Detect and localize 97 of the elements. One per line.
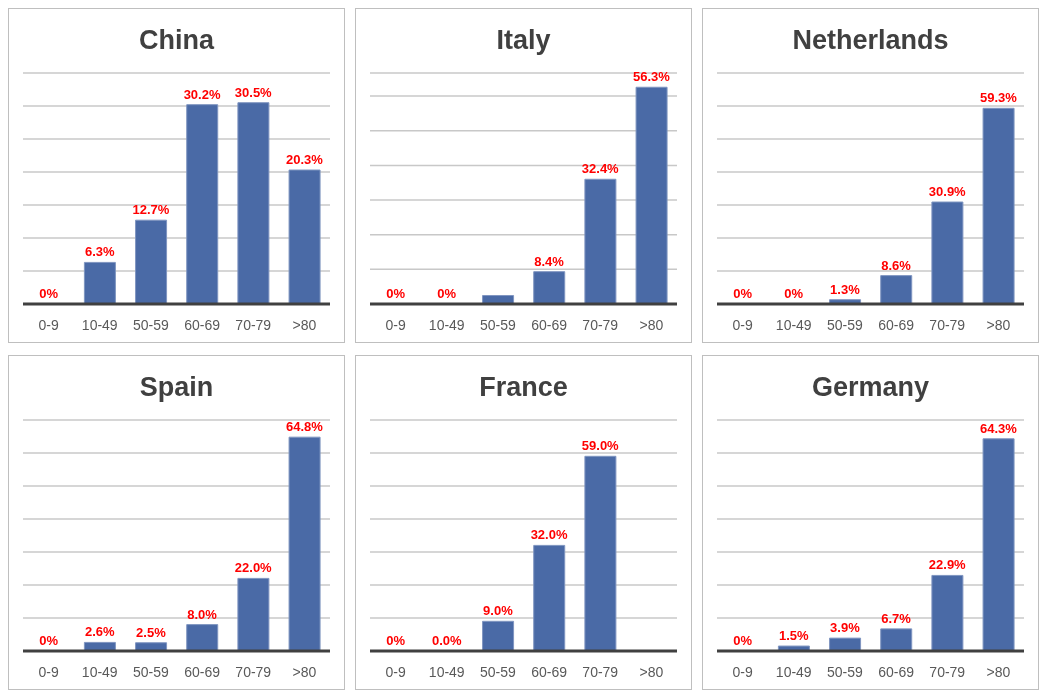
- data-label: 8.0%: [187, 606, 218, 622]
- data-label: 12.7%: [132, 202, 170, 218]
- x-tick-label: 70-79: [929, 663, 966, 680]
- data-label: 30.5%: [234, 84, 273, 100]
- data-label: 59.3%: [979, 90, 1018, 106]
- x-tick-label: 60-69: [184, 663, 221, 680]
- bar: [635, 86, 668, 304]
- data-label: 56.3%: [632, 69, 671, 85]
- x-tick-label: >80: [639, 663, 664, 680]
- x-tick-label: 10-49: [428, 316, 465, 333]
- x-tick-label: 70-79: [929, 316, 966, 333]
- data-label: 0%: [386, 633, 406, 648]
- data-label: 20.3%: [285, 152, 324, 168]
- bar: [237, 577, 270, 651]
- x-tick-label: 0-9: [732, 663, 753, 680]
- x-tick-label: 0-9: [385, 316, 406, 333]
- data-label: 8.4%: [534, 253, 565, 269]
- x-tick-label: 60-69: [878, 316, 915, 333]
- data-label: 64.3%: [979, 420, 1018, 436]
- x-tick-label: 50-59: [480, 663, 517, 680]
- x-tick-label: 10-49: [775, 316, 812, 333]
- bar: [482, 295, 515, 304]
- bar: [135, 642, 168, 651]
- bar: [288, 436, 321, 651]
- data-label: 2.5%: [136, 624, 167, 640]
- x-tick-label: >80: [986, 316, 1011, 333]
- x-tick-label: >80: [986, 663, 1011, 680]
- data-label: 64.8%: [285, 419, 324, 435]
- bar: [533, 271, 566, 304]
- data-label: 1.5%: [778, 628, 809, 644]
- data-label: 1.3%: [830, 281, 861, 297]
- x-tick-label: >80: [292, 316, 317, 333]
- data-label: 0%: [437, 286, 457, 301]
- data-label: 6.3%: [84, 244, 115, 260]
- x-tick-label: >80: [292, 663, 317, 680]
- x-tick-label: 10-49: [428, 663, 465, 680]
- x-tick-label: 70-79: [582, 316, 619, 333]
- x-tick-label: 70-79: [235, 663, 272, 680]
- bar: [584, 178, 617, 304]
- x-tick-label: 60-69: [184, 316, 221, 333]
- x-tick-label: 0-9: [732, 316, 753, 333]
- chart-title: Germany: [810, 372, 931, 404]
- bar: [931, 201, 964, 304]
- bar: [237, 102, 270, 304]
- x-tick-label: 10-49: [81, 663, 118, 680]
- bar: [931, 574, 964, 651]
- x-tick-label: 0-9: [385, 663, 406, 680]
- bar: [982, 107, 1015, 304]
- data-label: 8.6%: [881, 257, 912, 273]
- data-label: 0%: [784, 286, 804, 301]
- data-label: 0%: [733, 286, 753, 301]
- x-tick-label: 0-9: [38, 663, 59, 680]
- bar: [83, 261, 116, 304]
- data-label: 0%: [39, 633, 59, 648]
- data-label: 59.0%: [581, 438, 620, 454]
- data-label: 0%: [386, 286, 406, 301]
- data-label: 30.2%: [183, 86, 221, 102]
- data-label: 0%: [39, 286, 59, 301]
- x-tick-label: 70-79: [235, 316, 272, 333]
- x-tick-label: 60-69: [878, 663, 915, 680]
- chart-title: Netherlands: [791, 25, 950, 57]
- x-tick-label: >80: [639, 316, 664, 333]
- bar: [288, 169, 321, 304]
- chart-title: China: [138, 25, 216, 57]
- x-tick-label: 70-79: [582, 663, 619, 680]
- x-tick-label: 50-59: [827, 663, 864, 680]
- data-label: 2.6%: [84, 624, 115, 640]
- data-label: 32.4%: [581, 161, 620, 177]
- x-tick-label: 10-49: [81, 316, 118, 333]
- data-label: 0%: [733, 633, 753, 648]
- chart-title: Spain: [138, 372, 215, 404]
- x-tick-label: 50-59: [133, 663, 170, 680]
- data-label: 6.7%: [881, 610, 912, 626]
- data-label: 22.9%: [928, 557, 967, 573]
- data-label: 0.0%: [431, 633, 462, 648]
- chart-title: Italy: [495, 25, 552, 57]
- bar: [982, 438, 1015, 651]
- x-tick-label: 60-69: [531, 663, 568, 680]
- data-label: 22.0%: [234, 560, 273, 576]
- x-tick-label: 60-69: [531, 316, 568, 333]
- chart-title: France: [478, 372, 569, 404]
- data-label: 9.0%: [483, 603, 514, 619]
- bar: [135, 219, 168, 304]
- bar: [777, 645, 810, 651]
- data-label: 3.9%: [830, 620, 861, 636]
- data-label: 32.0%: [530, 527, 568, 543]
- bar: [829, 637, 862, 651]
- bar: [880, 275, 913, 304]
- data-label: 30.9%: [928, 184, 967, 200]
- x-tick-label: 10-49: [775, 663, 812, 680]
- x-tick-label: 50-59: [827, 316, 864, 333]
- bar: [186, 624, 219, 651]
- bar: [880, 628, 913, 651]
- bar: [186, 104, 219, 304]
- x-tick-label: 50-59: [133, 316, 170, 333]
- x-tick-label: 0-9: [38, 316, 59, 333]
- x-tick-label: 50-59: [480, 316, 517, 333]
